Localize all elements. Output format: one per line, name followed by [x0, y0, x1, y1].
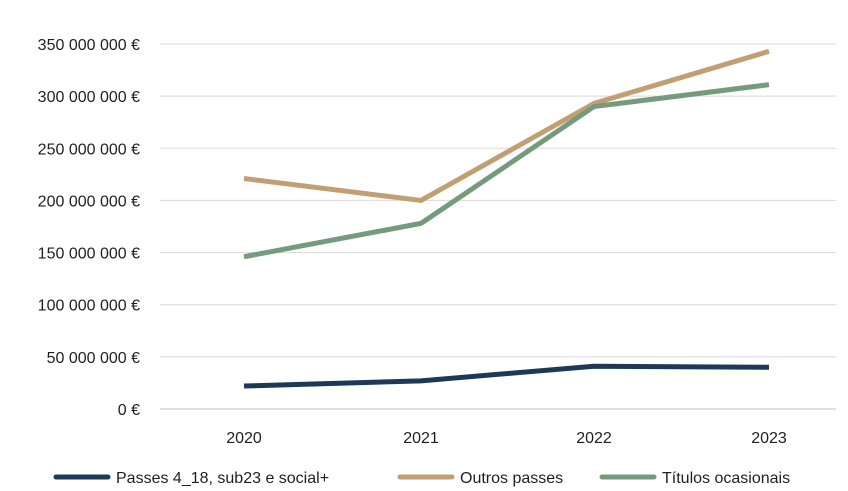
y-tick-label: 200 000 000 €	[38, 193, 140, 210]
legend-label: Outros passes	[460, 470, 563, 487]
y-axis-ticks: 0 € 50 000 000 € 100 000 000 € 150 000 000 …	[38, 37, 140, 419]
x-tick-label: 2022	[576, 430, 612, 447]
x-axis-ticks: 2020 2021 2022 2023	[226, 430, 787, 447]
legend-label: Passes 4_18, sub23 e social+	[116, 470, 329, 487]
gridlines	[160, 43, 836, 410]
y-tick-label: 300 000 000 €	[38, 89, 140, 106]
x-tick-label: 2020	[226, 430, 262, 447]
y-tick-label: 50 000 000 €	[47, 350, 141, 367]
y-tick-label: 100 000 000 €	[38, 298, 140, 315]
series-line-2	[243, 48, 770, 203]
legend: Passes 4_18, sub23 e social+ Outros passe…	[53, 470, 790, 487]
series-line-3	[243, 82, 770, 260]
series-line-1	[243, 363, 770, 389]
x-tick-label: 2021	[403, 430, 439, 447]
y-tick-label: 150 000 000 €	[38, 246, 140, 263]
y-tick-label: 250 000 000 €	[38, 141, 140, 158]
y-tick-label: 350 000 000 €	[38, 37, 140, 54]
x-tick-label: 2023	[751, 430, 787, 447]
legend-label: Títulos ocasionais	[662, 470, 790, 487]
series-lines	[243, 48, 770, 389]
y-tick-label: 0 €	[118, 402, 140, 419]
